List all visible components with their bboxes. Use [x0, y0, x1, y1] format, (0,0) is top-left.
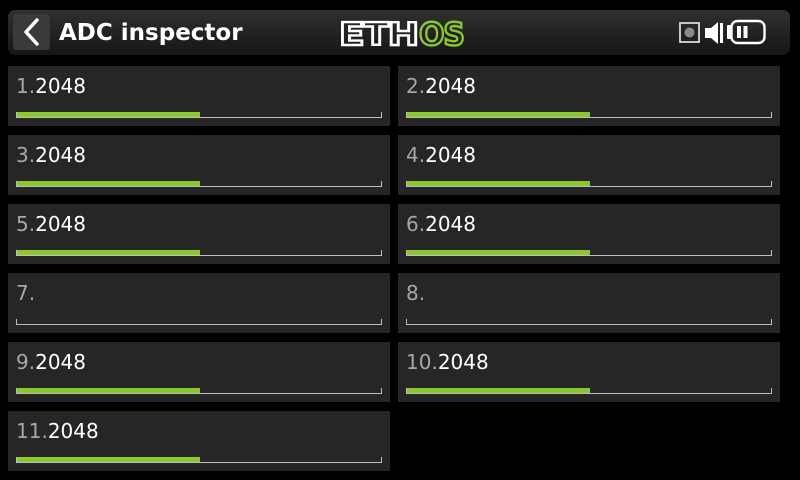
adc-level-fill	[17, 181, 200, 186]
adc-level-fill	[17, 112, 200, 117]
svg-text:ETH: ETH	[339, 17, 418, 52]
svg-text:OS: OS	[419, 17, 464, 52]
adc-channel-index: 2.	[406, 74, 426, 98]
adc-level-bar	[16, 181, 382, 187]
page-title: ADC inspector	[59, 20, 243, 46]
back-button[interactable]	[13, 14, 50, 50]
adc-channel-4: 4.2048	[398, 135, 780, 195]
adc-level-fill	[407, 250, 590, 255]
adc-channel-3: 3.2048	[8, 135, 390, 195]
adc-level-bar	[406, 319, 772, 325]
back-arrow-icon	[24, 18, 39, 46]
adc-channel-label: 9.2048	[16, 350, 86, 374]
adc-level-bar	[16, 250, 382, 256]
header-bar: ADC inspector ETH OS	[8, 10, 790, 55]
adc-channel-2: 2.2048	[398, 66, 780, 126]
adc-channel-index: 7.	[16, 281, 36, 305]
adc-level-fill	[17, 388, 200, 393]
adc-channel-index: 9.	[16, 350, 36, 374]
adc-channel-index: 4.	[406, 143, 426, 167]
adc-channel-value: 2048	[35, 74, 86, 98]
adc-level-bar	[16, 388, 382, 394]
adc-channel-label: 1.2048	[16, 74, 86, 98]
adc-channel-8: 8.	[398, 273, 780, 333]
adc-level-bar	[406, 112, 772, 118]
adc-channel-index: 8.	[406, 281, 426, 305]
status-icons	[678, 19, 782, 47]
adc-channel-value: 2048	[437, 350, 489, 374]
sd-card-icon	[679, 22, 700, 43]
speaker-icon	[705, 22, 723, 44]
adc-channel-value: 2048	[425, 74, 476, 98]
adc-channel-index: 1.	[16, 74, 36, 98]
adc-level-fill	[17, 457, 200, 462]
adc-channel-label: 3.2048	[16, 143, 86, 167]
adc-channel-value: 2048	[425, 212, 476, 236]
adc-channel-label: 6.2048	[406, 212, 476, 236]
adc-channel-label: 4.2048	[406, 143, 476, 167]
adc-level-bar	[406, 388, 772, 394]
adc-channel-10: 10.2048	[398, 342, 780, 402]
adc-level-bar	[16, 457, 382, 463]
adc-channel-index: 11.	[16, 419, 48, 443]
adc-level-bar	[406, 250, 772, 256]
adc-channel-label: 8.	[406, 281, 425, 305]
adc-channel-value: 2048	[47, 419, 99, 443]
adc-channel-index: 5.	[16, 212, 36, 236]
adc-level-bar	[406, 181, 772, 187]
adc-level-fill	[17, 250, 200, 255]
adc-level-bar	[16, 112, 382, 118]
adc-level-fill	[407, 388, 590, 393]
adc-channel-label: 2.2048	[406, 74, 476, 98]
adc-level-fill	[407, 112, 590, 117]
adc-channel-7: 7.	[8, 273, 390, 333]
adc-channel-value: 2048	[35, 350, 86, 374]
battery-icon	[727, 19, 766, 45]
adc-channel-index: 10.	[406, 350, 438, 374]
adc-channel-label: 11.2048	[16, 419, 99, 443]
adc-channel-label: 7.	[16, 281, 35, 305]
adc-level-bar	[16, 319, 382, 325]
adc-channel-value: 2048	[35, 212, 86, 236]
adc-channel-value: 2048	[425, 143, 476, 167]
adc-channel-value: 2048	[35, 143, 86, 167]
adc-channel-5: 5.2048	[8, 204, 390, 264]
ethos-logo: ETH OS	[336, 14, 466, 52]
adc-channel-6: 6.2048	[398, 204, 780, 264]
adc-channel-label: 5.2048	[16, 212, 86, 236]
adc-channel-index: 6.	[406, 212, 426, 236]
adc-channel-label: 10.2048	[406, 350, 489, 374]
adc-channel-1: 1.2048	[8, 66, 390, 126]
adc-channel-11: 11.2048	[8, 411, 390, 471]
adc-channel-9: 9.2048	[8, 342, 390, 402]
adc-level-fill	[407, 181, 590, 186]
adc-channel-index: 3.	[16, 143, 36, 167]
